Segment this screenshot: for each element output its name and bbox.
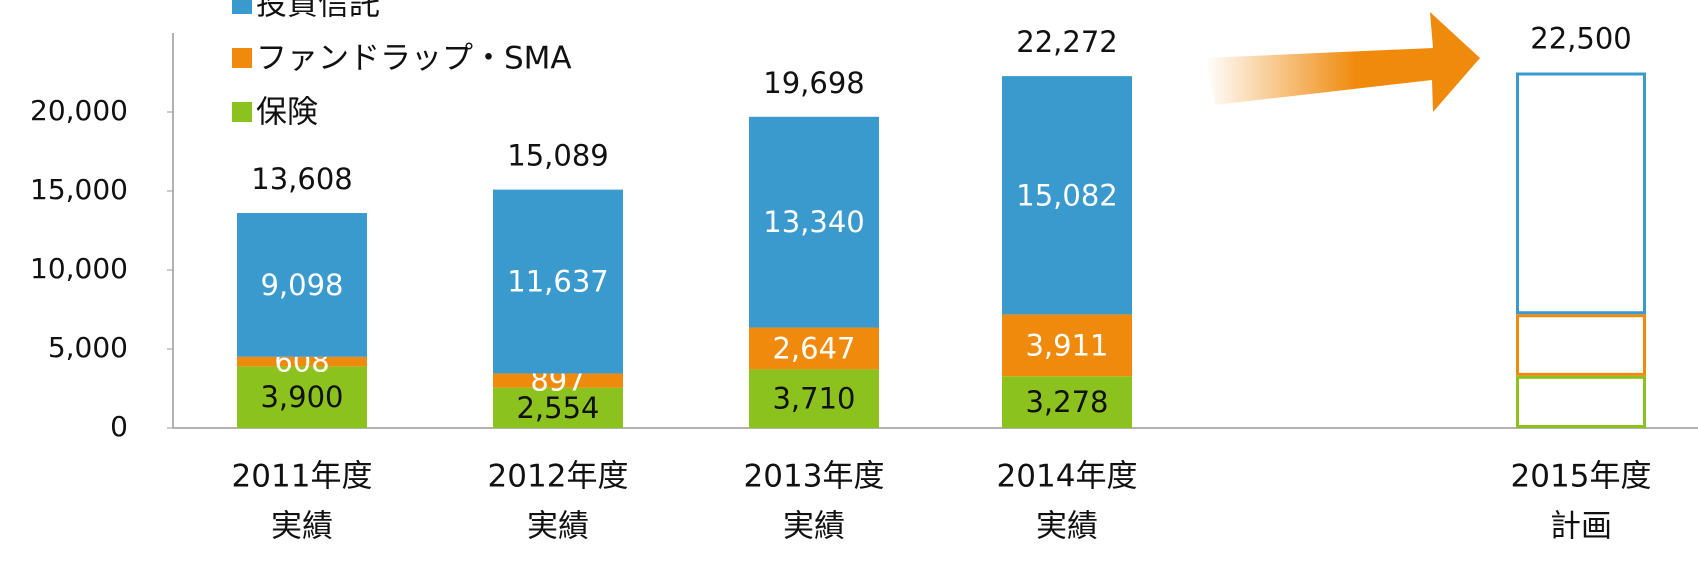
x-tick-label: 計画: [1550, 509, 1612, 545]
legend-label: 保険: [256, 95, 318, 131]
total-label: 15,089: [507, 139, 608, 173]
segment-label: 9,098: [260, 268, 343, 302]
y-tick-label: 0: [110, 410, 128, 443]
x-tick-label: 2012年度: [488, 459, 629, 495]
bar-segment: [237, 213, 367, 357]
total-label: 22,272: [1016, 25, 1117, 59]
x-tick-label: 実績: [527, 509, 589, 545]
x-tick-label: 2014年度: [997, 459, 1138, 495]
x-tick-label: 実績: [783, 509, 845, 545]
total-label: 13,608: [251, 162, 352, 196]
bar-segment: [1002, 76, 1132, 315]
legend-swatch: [232, 102, 252, 122]
bar-segment: [237, 366, 367, 428]
x-tick-label: 2015年度: [1511, 459, 1652, 495]
bar-segment: [493, 387, 623, 428]
y-tick-label: 15,000: [30, 173, 128, 206]
segment-label: 13,340: [763, 205, 864, 239]
y-tick-label: 20,000: [30, 94, 128, 127]
legend-label: 投資信託: [256, 0, 380, 23]
bar-segment: [493, 373, 623, 388]
segment-label: 2,647: [772, 331, 855, 365]
x-tick-label: 実績: [271, 509, 333, 545]
bar-segment: [493, 189, 623, 374]
segment-label: 3,710: [772, 382, 855, 416]
x-tick-label: 2011年度: [232, 459, 373, 495]
segment-label: 2,554: [516, 391, 599, 425]
segment-label: 3,278: [1025, 385, 1108, 419]
y-tick-label: 10,000: [30, 252, 128, 285]
trend-arrow: [1205, 12, 1480, 112]
bar-segment: [1002, 376, 1132, 428]
legend-label: ファンドラップ・SMA: [256, 41, 572, 77]
bar-segment: [237, 356, 367, 367]
bar-segment: [1516, 314, 1646, 376]
y-tick-label: 5,000: [48, 331, 128, 364]
legend-swatch: [232, 0, 252, 14]
x-tick-label: 2013年度: [744, 459, 885, 495]
total-label: 19,698: [763, 66, 864, 100]
bar-segment: [1516, 375, 1646, 428]
bar-segment: [1002, 314, 1132, 377]
segment-label: 11,637: [507, 265, 608, 299]
bar-segment: [1516, 72, 1646, 315]
bar-segment: [749, 369, 879, 428]
segment-label: 3,911: [1025, 328, 1108, 362]
bar-segment: [749, 116, 879, 328]
total-label: 22,500: [1530, 22, 1631, 56]
legend-swatch: [232, 48, 252, 68]
bar-segment: [749, 327, 879, 370]
segment-label: 3,900: [260, 380, 343, 414]
x-tick-label: 実績: [1036, 509, 1098, 545]
segment-label: 15,082: [1016, 178, 1117, 212]
